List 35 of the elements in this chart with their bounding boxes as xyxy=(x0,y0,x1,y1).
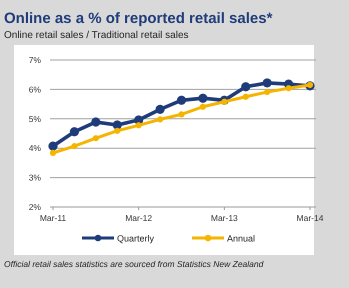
point xyxy=(92,135,99,142)
y-tick-label: 2% xyxy=(28,202,42,212)
point xyxy=(178,111,185,118)
point xyxy=(242,94,249,100)
point xyxy=(136,122,142,128)
y-tick-label: 3% xyxy=(28,172,42,183)
point xyxy=(264,88,270,96)
point xyxy=(221,98,228,105)
legend-label: Quarterly xyxy=(117,234,155,244)
point xyxy=(155,104,165,114)
y-tick-label: 4% xyxy=(28,143,42,154)
chart-subtitle: Online retail sales / Traditional retail sales xyxy=(4,30,189,41)
point xyxy=(70,127,80,136)
x-tick-label: Mar-13 xyxy=(210,213,238,223)
legend-label: Annual xyxy=(227,234,256,244)
chart-title: Online as a % of reported retail sales* xyxy=(4,10,273,27)
y-tick-label: 5% xyxy=(28,114,42,124)
point xyxy=(285,85,292,92)
point xyxy=(50,150,56,156)
point xyxy=(241,82,250,92)
x-tick-label: Mar-14 xyxy=(296,213,324,223)
y-tick-label: 6% xyxy=(28,84,42,94)
x-tick-label: Mar-11 xyxy=(40,213,66,223)
point xyxy=(198,94,208,103)
point xyxy=(156,116,164,122)
point xyxy=(114,128,120,134)
point xyxy=(176,96,186,105)
point xyxy=(71,143,78,150)
text: Official retail sales statistics are sourced from Statistics New Zealand xyxy=(4,259,264,269)
point xyxy=(262,78,272,88)
point xyxy=(91,117,100,127)
point xyxy=(200,104,206,110)
x-tick-label: Mar-12 xyxy=(125,213,152,223)
y-tick-label: 7% xyxy=(28,55,42,65)
point xyxy=(48,142,58,151)
